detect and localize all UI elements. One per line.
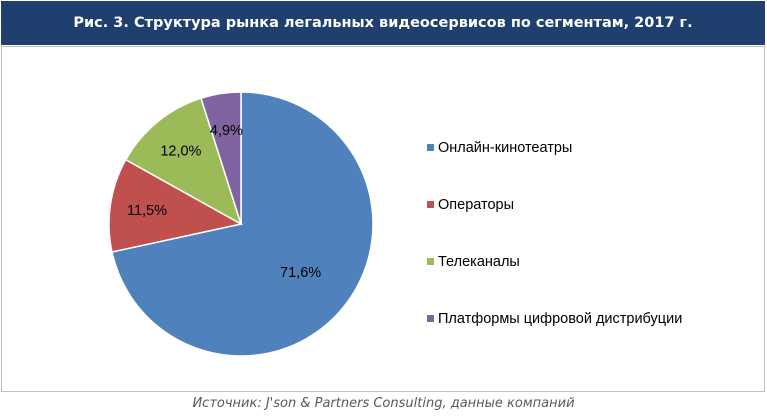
data-label-2: 11,5% bbox=[127, 203, 167, 219]
data-label-1: 71,6% bbox=[280, 265, 321, 281]
legend-swatch-icon bbox=[427, 315, 434, 322]
legend-swatch-icon bbox=[427, 144, 434, 151]
legend-label: Операторы bbox=[438, 196, 515, 213]
pie-slice-3 bbox=[124, 97, 243, 226]
pie-slice-2 bbox=[108, 158, 244, 253]
legend: Онлайн-кинотеатры Операторы Телеканалы Плат… bbox=[427, 119, 682, 347]
chart-title: Рис. 3. Структура рынка легальных видеос… bbox=[1, 1, 765, 45]
data-label-3: 12,0% bbox=[160, 143, 201, 159]
pie-chart: 71,6% 11,5% 12,0% 4,9% bbox=[108, 91, 374, 357]
pie-slice-4 bbox=[200, 91, 242, 225]
chart-area: 71,6% 11,5% 12,0% 4,9% Онлайн-кинотеатры Опе… bbox=[1, 46, 765, 392]
legend-item-4: Платформы цифровой дистрибуции bbox=[427, 290, 682, 347]
source-note: Источник: J'son & Partners Consulting, д… bbox=[192, 396, 575, 411]
legend-swatch-icon bbox=[427, 258, 434, 265]
legend-swatch-icon bbox=[427, 201, 434, 208]
legend-label: Телеканалы bbox=[438, 253, 520, 270]
legend-item-2: Операторы bbox=[427, 176, 682, 233]
legend-item-1: Онлайн-кинотеатры bbox=[427, 119, 682, 176]
legend-label: Онлайн-кинотеатры bbox=[438, 139, 573, 156]
data-label-4: 4,9% bbox=[210, 123, 243, 139]
legend-label: Платформы цифровой дистрибуции bbox=[438, 310, 683, 327]
legend-item-3: Телеканалы bbox=[427, 233, 682, 290]
